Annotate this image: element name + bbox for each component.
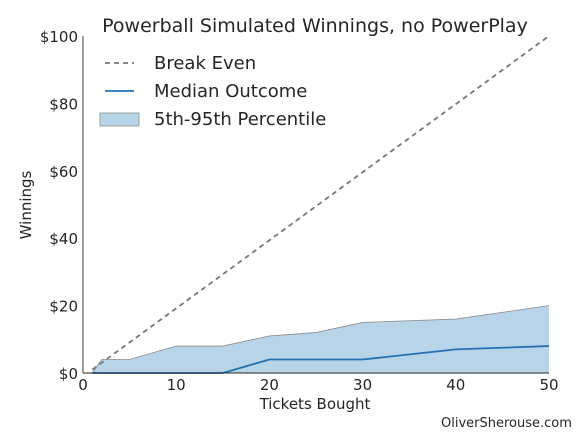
legend-entry-label: Break Even bbox=[154, 53, 256, 74]
legend: Break Even Median Outcome 5th-95th Percent… bbox=[99, 53, 326, 130]
x-tick-label: 0 bbox=[78, 376, 88, 394]
y-axis-label: Winnings bbox=[17, 170, 35, 239]
legend-entry-label: 5th-95th Percentile bbox=[154, 109, 326, 130]
x-tick-label: 20 bbox=[260, 376, 279, 394]
percentile-band bbox=[92, 305, 549, 373]
x-tick-label: 50 bbox=[539, 376, 558, 394]
legend-percentile-swatch bbox=[99, 112, 140, 127]
legend-entry-label: Median Outcome bbox=[154, 81, 307, 102]
x-axis-label: Tickets Bought bbox=[259, 395, 371, 413]
x-tick-label: 40 bbox=[446, 376, 465, 394]
x-tick-label: 10 bbox=[167, 376, 186, 394]
percentile-band-edge bbox=[91, 305, 550, 374]
y-tick-label: $0 bbox=[59, 365, 78, 383]
y-tick-label: $40 bbox=[49, 230, 78, 248]
plot-area: 0 10 20 30 40 50 $0 $20 $40 $60 $80 $100 bbox=[40, 28, 559, 394]
y-tick-label: $20 bbox=[49, 298, 78, 316]
x-tick-label: 30 bbox=[353, 376, 372, 394]
chart-title: Powerball Simulated Winnings, no PowerPl… bbox=[102, 15, 528, 37]
y-tick-label: $100 bbox=[40, 28, 78, 46]
y-tick-label: $80 bbox=[49, 95, 78, 113]
y-tick-label: $60 bbox=[49, 163, 78, 181]
credit-text: OliverSherouse.com bbox=[441, 416, 572, 431]
break-even-line bbox=[91, 35, 550, 371]
